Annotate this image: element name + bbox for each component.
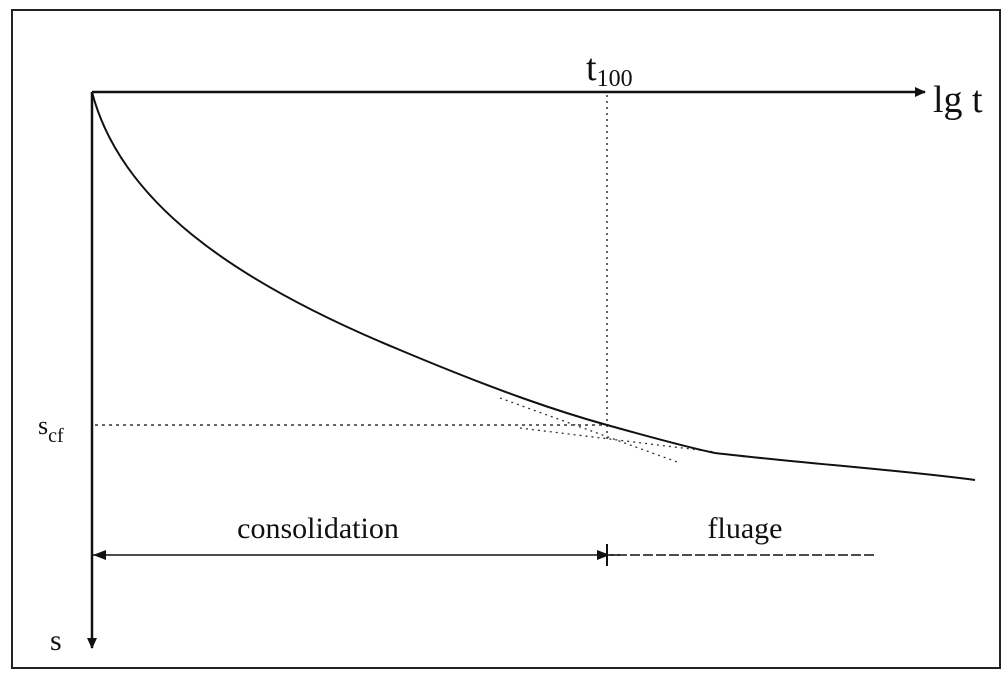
x-axis-label: lg t: [933, 79, 983, 121]
settlement-curve: [91, 91, 976, 481]
tangent-line: [499, 397, 681, 464]
tangent-line: [519, 427, 716, 453]
scf-label: scf: [38, 411, 64, 447]
consolidation-label: consolidation: [237, 512, 399, 545]
fluage-label: fluage: [708, 512, 783, 545]
t100-label: t100: [586, 47, 633, 92]
y-axis-label: s: [50, 624, 62, 657]
frame: [11, 9, 1001, 669]
